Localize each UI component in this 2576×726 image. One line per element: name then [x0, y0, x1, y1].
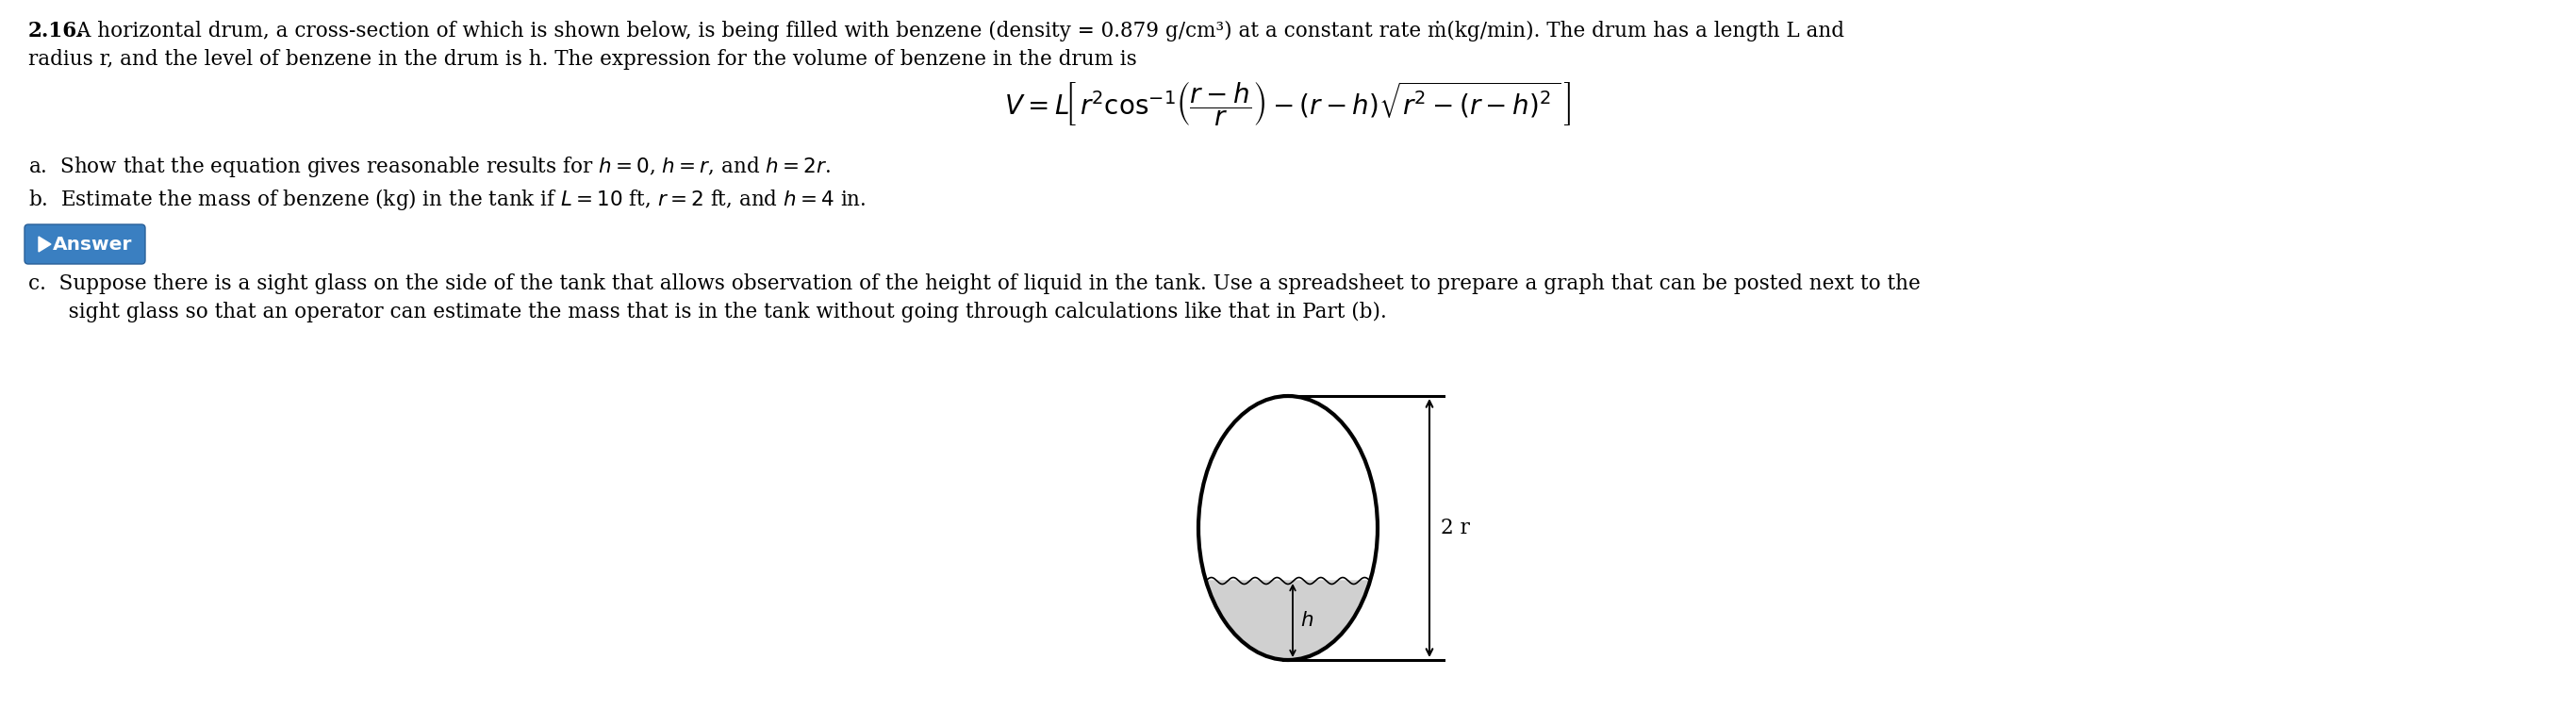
- Text: sight glass so that an operator can estimate the mass that is in the tank withou: sight glass so that an operator can esti…: [49, 302, 1386, 322]
- FancyBboxPatch shape: [26, 224, 144, 264]
- Text: radius r, and the level of benzene in the drum is h. The expression for the volu: radius r, and the level of benzene in th…: [28, 49, 1136, 70]
- Text: b.  Estimate the mass of benzene (kg) in the tank if $L = 10$ ft, $r = 2$ ft, an: b. Estimate the mass of benzene (kg) in …: [28, 187, 866, 212]
- Text: c.  Suppose there is a sight glass on the side of the tank that allows observati: c. Suppose there is a sight glass on the…: [28, 274, 1922, 294]
- Text: a.  Show that the equation gives reasonable results for $h = 0$, $h = r$, and $h: a. Show that the equation gives reasonab…: [28, 155, 829, 179]
- Text: Answer: Answer: [52, 235, 131, 253]
- Text: $h$: $h$: [1301, 610, 1314, 631]
- Polygon shape: [39, 237, 52, 252]
- Text: 2 r: 2 r: [1440, 518, 1471, 539]
- Text: A horizontal drum, a cross-section of which is shown below, is being filled with: A horizontal drum, a cross-section of wh…: [70, 21, 1844, 41]
- Text: 2.16.: 2.16.: [28, 21, 85, 41]
- Text: $V = L\!\left[\,r^2\cos^{-1}\!\left(\dfrac{r-h}{r}\right) - (r-h)\sqrt{r^2-(r-h): $V = L\!\left[\,r^2\cos^{-1}\!\left(\dfr…: [1005, 79, 1571, 129]
- Polygon shape: [1206, 581, 1370, 660]
